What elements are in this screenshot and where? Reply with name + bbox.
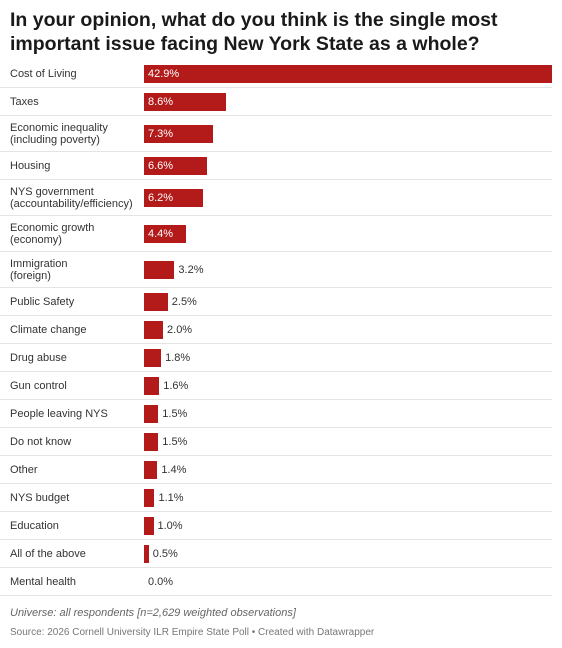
bar: [144, 157, 207, 175]
bar: [144, 517, 154, 535]
source: Source: 2026 Cornell University ILR Empi…: [10, 627, 375, 638]
value-label: 1.5%: [162, 436, 188, 448]
bar-row: Economic inequality (including poverty) 7…: [0, 116, 552, 152]
value-label: 4.4%: [148, 228, 174, 240]
value-label: 8.6%: [148, 96, 174, 108]
bar-row: Other 1.4%: [0, 456, 552, 484]
bar: [144, 125, 214, 143]
bar-row: Mental health 0.0%: [0, 568, 552, 596]
bar-row: NYS budget 1.1%: [0, 484, 552, 512]
value-label: 6.2%: [148, 192, 174, 204]
value-label: 2.5%: [171, 296, 197, 308]
bar: [144, 261, 175, 279]
category-label: Gun control: [10, 379, 67, 392]
bar-row: Climate change 2.0%: [0, 316, 552, 344]
bar: [144, 93, 226, 111]
bar-row: Cost of Living 42.9%: [0, 60, 552, 88]
plot-area: Cost of Living 42.9% Taxes 8.6% Economic ine…: [0, 60, 562, 596]
bar-row: NYS government (accountability/efficienc…: [0, 180, 552, 216]
category-label: All of the above: [10, 547, 86, 560]
value-label: 1.1%: [158, 492, 184, 504]
value-label: 3.2%: [178, 264, 204, 276]
value-label: 1.5%: [162, 408, 188, 420]
category-label: Drug abuse: [10, 351, 67, 364]
bar-row: Education 1.0%: [0, 512, 552, 540]
bar: [144, 293, 168, 311]
category-label: Cost of Living: [10, 67, 77, 80]
category-label: Do not know: [10, 435, 72, 448]
category-label: Economic inequality (including poverty): [10, 121, 108, 147]
bar-row: Do not know 1.5%: [0, 428, 552, 456]
category-label: Housing: [10, 159, 51, 172]
value-label: 2.0%: [167, 324, 193, 336]
value-label: 42.9%: [148, 68, 180, 80]
bar: [144, 189, 203, 207]
bar-row: People leaving NYS 1.5%: [0, 400, 552, 428]
notes: Universe: all respondents [n=2,629 weigh…: [10, 607, 296, 619]
chart-title: In your opinion, what do you think is th…: [10, 9, 498, 55]
value-label: 1.4%: [161, 464, 187, 476]
bar: [144, 405, 159, 423]
category-label: Immigration (foreign): [10, 257, 68, 283]
bar-row: Public Safety 2.5%: [0, 288, 552, 316]
bar-row: All of the above 0.5%: [0, 540, 552, 568]
bar-row: Immigration (foreign) 3.2%: [0, 252, 552, 288]
bar-row: Housing 6.6%: [0, 152, 552, 180]
value-label: 0.5%: [152, 548, 178, 560]
value-label: 1.0%: [157, 520, 183, 532]
bar: [144, 545, 149, 563]
category-label: Climate change: [10, 323, 87, 336]
bar-row: Gun control 1.6%: [0, 372, 552, 400]
bar: [144, 489, 155, 507]
bar: [144, 65, 552, 83]
value-label: 0.0%: [148, 576, 174, 588]
category-label: Education: [10, 519, 59, 532]
bar: [144, 225, 186, 243]
bar: [144, 349, 162, 367]
category-label: NYS budget: [10, 491, 70, 504]
category-label: People leaving NYS: [10, 407, 108, 420]
bar: [144, 377, 160, 395]
category-label: Taxes: [10, 95, 39, 108]
bar-row: Drug abuse 1.8%: [0, 344, 552, 372]
bar: [144, 461, 158, 479]
value-label: 6.6%: [148, 160, 174, 172]
value-label: 1.8%: [165, 352, 191, 364]
category-label: Public Safety: [10, 295, 75, 308]
value-label: 1.6%: [163, 380, 189, 392]
category-label: Mental health: [10, 575, 77, 588]
value-label: 7.3%: [148, 128, 174, 140]
bar: [144, 321, 164, 339]
category-label: Economic growth (economy): [10, 221, 95, 247]
bar: [144, 433, 159, 451]
bar-row: Economic growth (economy) 4.4%: [0, 216, 552, 252]
category-label: NYS government (accountability/efficienc…: [10, 185, 133, 211]
category-label: Other: [10, 463, 38, 476]
bar-row: Taxes 8.6%: [0, 88, 552, 116]
